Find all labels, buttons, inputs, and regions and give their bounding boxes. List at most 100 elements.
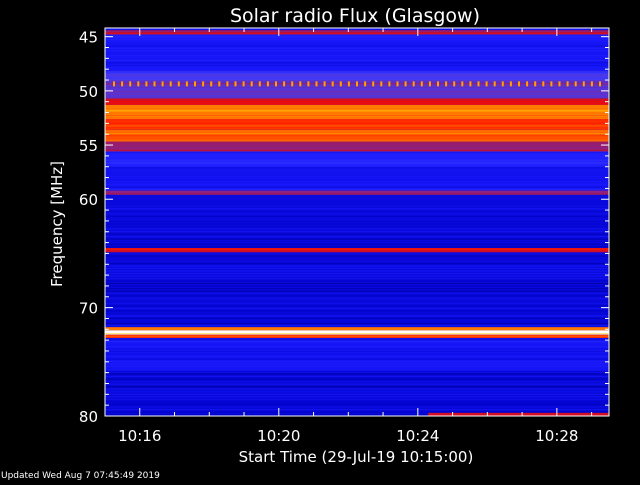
frequency-band-13 <box>105 190 609 195</box>
frequency-texture-line <box>105 198 609 200</box>
frequency-texture-line <box>105 398 609 401</box>
x-tick-label: 10:16 <box>118 427 161 445</box>
frequency-texture-line <box>105 157 609 159</box>
interference-dot <box>266 81 269 87</box>
plot-frame <box>104 27 610 417</box>
frequency-texture-line <box>105 246 609 248</box>
frequency-band-10 <box>105 141 609 152</box>
interference-dot <box>526 81 529 87</box>
frequency-texture-line <box>105 241 609 243</box>
frequency-texture-line <box>105 396 609 398</box>
interference-dot <box>566 81 569 87</box>
interference-dot <box>364 81 367 87</box>
interference-dot <box>283 81 286 87</box>
frequency-texture-line <box>105 62 609 64</box>
interference-dot <box>250 81 253 87</box>
frequency-texture-line <box>105 341 609 343</box>
interference-dot <box>599 81 601 87</box>
frequency-texture-line <box>105 353 609 355</box>
frequency-texture-line <box>105 42 609 45</box>
frequency-texture-line <box>105 393 609 395</box>
interference-dot <box>299 81 302 87</box>
y-tick-label: 70 <box>79 300 98 318</box>
frequency-band-11 <box>105 151 609 167</box>
frequency-texture-line <box>105 213 609 215</box>
frequency-texture-line <box>105 333 609 335</box>
frequency-texture-line <box>105 243 609 245</box>
frequency-texture-line <box>105 208 609 210</box>
frequency-texture-line <box>105 88 609 90</box>
frequency-texture-line <box>105 388 609 390</box>
frequency-texture-line <box>105 154 609 156</box>
frequency-texture-line <box>105 409 609 411</box>
interference-dot <box>121 81 124 87</box>
frequency-texture-line <box>105 174 609 176</box>
frequency-texture-line <box>105 338 609 340</box>
frequency-texture-line <box>105 130 609 132</box>
frequency-texture-line <box>105 59 609 62</box>
frequency-texture-line <box>105 414 609 416</box>
interference-dot <box>113 81 115 87</box>
frequency-texture-line <box>105 50 609 52</box>
frequency-texture-line <box>105 295 609 297</box>
x-tick-label: 10:20 <box>257 427 300 445</box>
frequency-texture-line <box>105 137 609 139</box>
frequency-texture-line <box>105 346 609 348</box>
frequency-texture-line <box>105 195 609 197</box>
frequency-texture-line <box>105 248 609 250</box>
frequency-texture-line <box>105 265 609 267</box>
frequency-texture-line <box>105 125 609 127</box>
frequency-texture-line <box>105 169 609 171</box>
frequency-texture-line <box>105 252 609 255</box>
interference-dot <box>501 81 504 87</box>
frequency-texture-line <box>105 210 609 212</box>
frequency-texture-line <box>105 110 609 112</box>
frequency-texture-line <box>105 103 609 105</box>
frequency-texture-line <box>105 159 609 162</box>
x-axis: 10:16 10:20 10:24 10:28 <box>104 28 593 445</box>
y-tick-label: 60 <box>79 191 98 209</box>
interference-dot <box>428 81 431 87</box>
frequency-band-18 <box>105 330 609 335</box>
frequency-texture-line <box>105 64 609 66</box>
frequency-texture-line <box>105 312 609 315</box>
spectrogram-plot-area <box>105 28 609 416</box>
interference-dot <box>437 81 439 87</box>
frequency-texture-line <box>105 119 609 121</box>
frequency-texture-line <box>105 205 609 207</box>
frequency-texture-line <box>105 114 609 117</box>
frequency-texture-line <box>105 93 609 95</box>
frequency-texture-line <box>105 358 609 360</box>
interference-dot <box>372 81 375 87</box>
interference-dot <box>177 81 180 87</box>
frequency-texture-line <box>105 112 609 114</box>
frequency-texture-line <box>105 67 609 69</box>
frequency-texture-line <box>105 91 609 93</box>
interference-dot <box>404 81 407 87</box>
frequency-texture-line <box>105 191 609 193</box>
interference-dot <box>550 81 553 87</box>
frequency-texture-line <box>105 69 609 71</box>
frequency-texture-line <box>105 305 609 307</box>
frequency-texture-line <box>105 184 609 186</box>
interference-dot <box>347 81 350 87</box>
frequency-texture-line <box>105 292 609 295</box>
frequency-texture-line <box>105 167 609 169</box>
frequency-texture-line <box>105 101 609 103</box>
frequency-texture-line <box>105 262 609 265</box>
frequency-texture-line <box>105 225 609 228</box>
frequency-texture-line <box>105 257 609 260</box>
frequency-texture-line <box>105 315 609 317</box>
interference-dot <box>445 81 448 87</box>
frequency-texture-line <box>105 317 609 320</box>
frequency-texture-line <box>105 355 609 358</box>
frequency-texture-line <box>105 193 609 195</box>
interference-dot <box>542 81 545 87</box>
interference-dot <box>485 81 488 87</box>
interference-dot <box>396 81 399 87</box>
frequency-texture-line <box>105 233 609 235</box>
frequency-texture-line <box>105 105 609 107</box>
interference-dot <box>469 81 472 87</box>
frequency-texture-line <box>105 391 609 393</box>
